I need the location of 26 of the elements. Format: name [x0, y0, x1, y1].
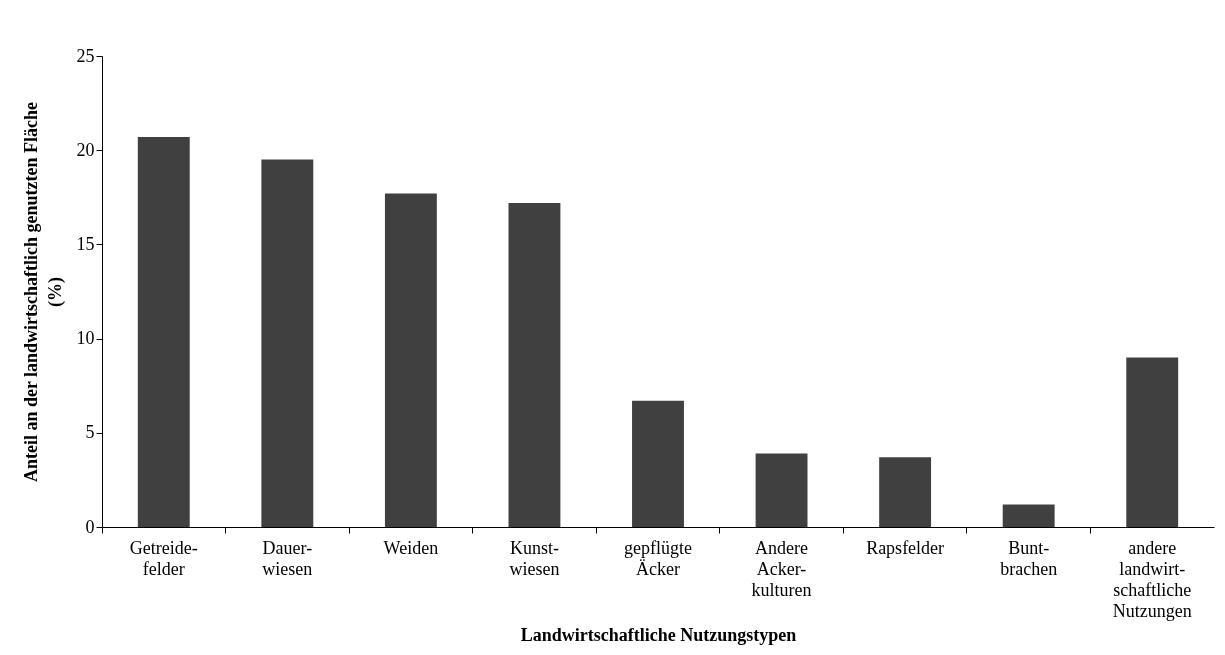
y-tick-label: 5: [85, 422, 95, 443]
x-tick-label: Andere Acker- kulturen: [751, 537, 812, 600]
y-tick-label: 0: [85, 516, 95, 537]
bar: [384, 193, 437, 527]
y-tick-label: 25: [76, 45, 95, 66]
x-axis-title: Landwirtschaftliche Nutzungstypen: [520, 624, 797, 645]
bar: [879, 457, 932, 527]
bar: [137, 137, 190, 527]
x-tick-label: Rapsfelder: [866, 537, 945, 558]
x-tick-label: Dauer- wiesen: [262, 537, 313, 579]
bar: [261, 159, 314, 527]
x-tick-label: Bunt- brachen: [1000, 537, 1058, 579]
y-tick-label: 15: [76, 233, 95, 254]
bar: [632, 400, 684, 527]
bar: [755, 453, 808, 527]
y-tick-label: 10: [76, 328, 95, 349]
y-tick-label: 20: [76, 139, 95, 160]
bar: [1002, 504, 1055, 527]
bar: [508, 202, 561, 527]
x-tick-label: Weiden: [383, 537, 439, 558]
bar: [1126, 357, 1179, 527]
x-tick-label: gepflügte Äcker: [624, 537, 692, 579]
x-tick-label: andere landwirt- schaftliche Nutzungen: [1112, 537, 1192, 621]
y-axis-title: Anteil an der landwirtschaftlich genutzten Fläche (%): [20, 101, 66, 483]
x-tick-label: Getreide- felder: [129, 537, 198, 579]
x-tick-label: Kunst- wiesen: [509, 537, 560, 579]
